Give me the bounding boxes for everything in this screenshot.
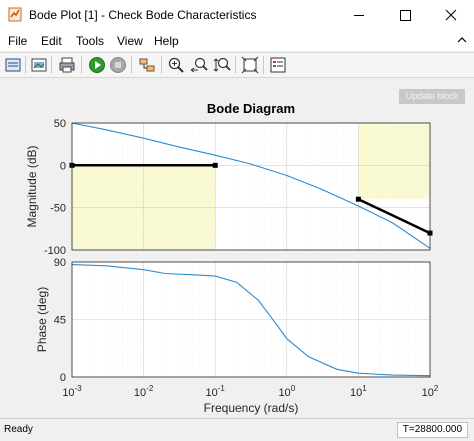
- matlab-app-icon: [8, 7, 22, 22]
- bound-region: [358, 123, 430, 200]
- toolbar-separator: [263, 56, 264, 74]
- menu-help[interactable]: Help: [154, 34, 179, 48]
- tick-exponent: 1: [362, 384, 367, 393]
- axes-border: [71, 261, 431, 378]
- magnitude-tick-label: -100: [44, 245, 66, 257]
- toolbar-separator: [235, 56, 236, 74]
- tick-exponent: -2: [146, 384, 154, 393]
- toolbar: [0, 52, 474, 78]
- toolbar-separator: [131, 56, 132, 74]
- toolbar-separator: [51, 56, 52, 74]
- tick-exponent: -1: [218, 384, 226, 393]
- magnitude-axis-label: Magnitude (dB): [25, 145, 39, 227]
- menu-edit[interactable]: Edit: [41, 34, 62, 48]
- export-icon[interactable]: [30, 56, 48, 74]
- minimize-icon: [354, 15, 364, 16]
- link-icon[interactable]: [138, 56, 156, 74]
- toolbar-separator: [25, 56, 26, 74]
- close-icon: [445, 9, 457, 21]
- legend-icon[interactable]: [269, 56, 287, 74]
- bound-vertex: [212, 162, 218, 168]
- bound-vertex: [355, 196, 361, 202]
- menu-tools[interactable]: Tools: [76, 34, 105, 48]
- figure-area: Bode Diagram 50 0 -50 -100 90 45 0 Magnitude (dB…: [0, 78, 474, 418]
- fit-to-view-icon[interactable]: [241, 56, 259, 74]
- frequency-tick-label: 101: [350, 384, 367, 399]
- close-button[interactable]: [428, 0, 474, 31]
- chart-title: Bode Diagram: [207, 101, 295, 116]
- update-block-button[interactable]: Update block: [399, 89, 465, 104]
- magnitude-line: [71, 122, 431, 249]
- frequency-tick-label: 10-1: [206, 384, 226, 399]
- tick-exponent: 2: [434, 384, 439, 393]
- chevron-up-icon[interactable]: [456, 33, 468, 47]
- frequency-tick-label: 100: [278, 384, 295, 399]
- minimize-button[interactable]: [336, 0, 382, 31]
- phase-tick-label: 45: [54, 315, 66, 327]
- tick-exponent: 0: [291, 384, 296, 393]
- status-bar: Ready T=28800.000: [0, 418, 474, 441]
- zoom-in-icon[interactable]: [167, 56, 185, 74]
- menu-bar: File Edit Tools View Help: [0, 31, 474, 51]
- print-preview-icon[interactable]: [4, 56, 22, 74]
- print-icon[interactable]: [58, 56, 76, 74]
- menu-file[interactable]: File: [8, 34, 28, 48]
- tick-exponent: -3: [75, 384, 83, 393]
- axes-border: [71, 122, 431, 251]
- stop-icon[interactable]: [109, 56, 127, 74]
- toolbar-separator: [161, 56, 162, 74]
- toolbar-separator: [81, 56, 82, 74]
- maximize-icon: [400, 10, 411, 21]
- phase-tick-label: 0: [60, 372, 66, 384]
- menu-view[interactable]: View: [117, 34, 143, 48]
- window-title: Bode Plot [1] - Check Bode Characteristi…: [29, 8, 257, 22]
- phase-line: [71, 264, 431, 377]
- simulation-time: T=28800.000: [396, 422, 468, 438]
- magnitude-tick-label: 50: [54, 118, 66, 130]
- frequency-tick-label: 10-3: [62, 384, 82, 399]
- magnitude-tick-label: -50: [50, 203, 66, 215]
- maximize-button[interactable]: [382, 0, 428, 31]
- phase-tick-label: 90: [54, 257, 66, 269]
- frequency-tick-label: 102: [422, 384, 439, 399]
- magnitude-tick-label: 0: [60, 160, 66, 172]
- frequency-axis-label: Frequency (rad/s): [204, 401, 299, 415]
- status-text: Ready: [4, 424, 33, 435]
- zoom-y-icon[interactable]: [213, 56, 231, 74]
- run-icon[interactable]: [88, 56, 106, 74]
- frequency-tick-label: 10-2: [134, 384, 154, 399]
- title-bar: Bode Plot [1] - Check Bode Characteristi…: [0, 0, 474, 31]
- zoom-x-icon[interactable]: [190, 56, 208, 74]
- magnitude-bound-line: [357, 198, 431, 235]
- phase-axis-label: Phase (deg): [35, 287, 49, 352]
